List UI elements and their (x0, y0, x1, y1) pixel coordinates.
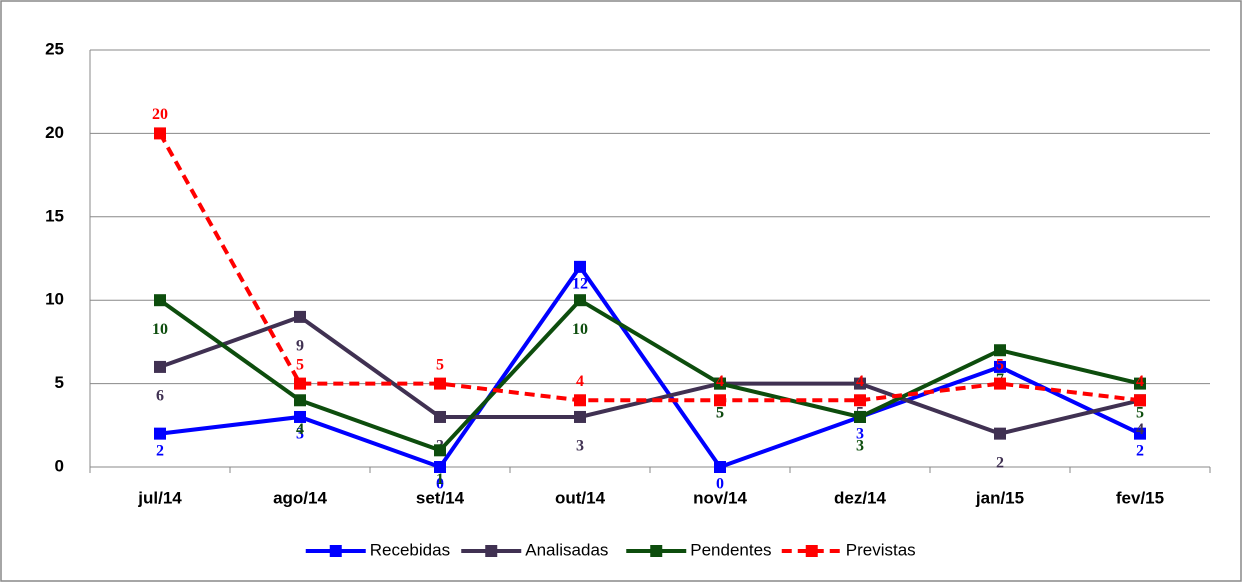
data-label: 5 (436, 356, 444, 373)
marker (574, 394, 586, 407)
data-label: 5 (716, 404, 724, 421)
data-label: 3 (856, 438, 864, 455)
marker (994, 344, 1006, 357)
legend-marker (485, 545, 498, 557)
marker (714, 377, 726, 390)
marker (294, 377, 306, 390)
data-label: 10 (152, 321, 168, 338)
data-label: 4 (1136, 373, 1144, 390)
x-tick-label: jan/15 (975, 488, 1024, 507)
legend-label: Pendentes (690, 540, 771, 559)
marker (434, 444, 446, 457)
data-label: 5 (296, 356, 304, 373)
x-tick-label: ago/14 (273, 488, 327, 507)
data-label: 0 (716, 476, 724, 493)
marker (714, 461, 726, 473)
marker (994, 377, 1006, 390)
data-label: 2 (1136, 442, 1144, 459)
series-line (158, 297, 1141, 453)
legend-label: Recebidas (370, 540, 450, 559)
series-line (158, 132, 1141, 403)
y-tick-label: 25 (45, 39, 64, 58)
data-label: 4 (856, 373, 864, 390)
y-tick-label: 0 (55, 456, 64, 475)
legend-marker (329, 545, 342, 557)
marker (994, 360, 1006, 373)
legend-label: Analisadas (525, 540, 608, 559)
marker (854, 377, 866, 390)
data-label: 5 (1136, 404, 1144, 421)
data-label: 4 (716, 373, 724, 390)
marker (154, 360, 166, 373)
data-label: 3 (296, 426, 304, 443)
y-tick-label: 10 (45, 290, 64, 309)
series: 230120362 (154, 260, 1146, 493)
x-tick-label: dez/14 (834, 488, 887, 507)
marker (1134, 377, 1146, 390)
legend-marker (805, 545, 818, 557)
x-tick-label: nov/14 (693, 488, 747, 507)
data-label: 5 (996, 356, 1004, 373)
marker (154, 294, 166, 307)
x-tick-label: fev/15 (1116, 488, 1164, 507)
marker (434, 461, 446, 473)
marker (574, 294, 586, 307)
marker (574, 410, 586, 423)
data-label: 10 (572, 321, 588, 338)
marker (434, 410, 446, 423)
data-label: 2 (156, 442, 164, 459)
marker (854, 410, 866, 423)
x-tick-label: jul/14 (137, 488, 182, 507)
marker (294, 310, 306, 323)
marker (854, 394, 866, 407)
marker (574, 260, 586, 273)
marker (1134, 394, 1146, 407)
marker (714, 394, 726, 407)
y-tick-label: 20 (45, 123, 64, 142)
data-label: 9 (296, 338, 304, 355)
marker (294, 394, 306, 407)
data-label: 1 (436, 471, 444, 488)
data-label: 0 (436, 476, 444, 493)
series-line (159, 314, 1141, 436)
legend-label: Previstas (846, 540, 916, 559)
x-tick-label: set/14 (416, 488, 465, 507)
legend-marker (650, 545, 663, 557)
y-tick-label: 5 (55, 373, 64, 392)
data-label: 4 (296, 421, 304, 438)
y-tick-label: 15 (45, 206, 64, 225)
data-label: 4 (1136, 421, 1144, 438)
data-label: 3 (576, 438, 584, 455)
marker (154, 127, 166, 140)
data-label: 3 (856, 426, 864, 443)
data-label: 6 (156, 388, 164, 405)
series-line (159, 263, 1141, 470)
x-tick-label: out/14 (555, 488, 606, 507)
marker (294, 410, 306, 423)
series: 20 5 5 4 4 4 5 4 (152, 106, 1146, 407)
data-label: 4 (576, 373, 584, 390)
data-label: 12 (572, 276, 588, 293)
data-label: 2 (996, 454, 1004, 471)
marker (1134, 427, 1146, 440)
data-label: 20 (152, 106, 168, 123)
data-label: 5 (716, 404, 724, 421)
marker (994, 427, 1006, 440)
marker (434, 377, 446, 390)
marker (154, 427, 166, 440)
